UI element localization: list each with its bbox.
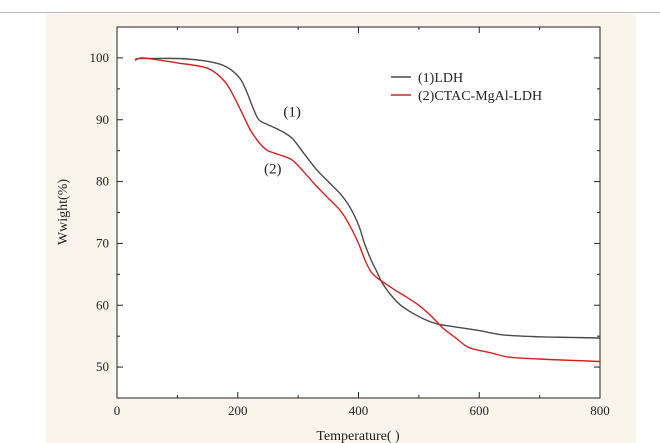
top-divider [0,12,660,13]
plot-area [116,26,601,399]
y-tick-label: 50 [96,359,109,374]
series-layer [134,57,601,363]
legend-label-1: (1)LDH [418,71,463,86]
y-tick-label: 60 [96,297,109,312]
series-line-1 [135,57,601,339]
x-tick-label: 600 [470,403,490,418]
y-tick-label: 70 [96,235,109,250]
y-axis-title: Wwight(%) [56,179,71,245]
legend-label-2: (2)CTAC-MgAl-LDH [418,89,542,104]
legend: (1)LDH (2)CTAC-MgAl-LDH [391,71,542,104]
annotations: (1) (2) [264,105,301,178]
series-line-2 [134,57,601,363]
x-tick-label: 800 [590,403,610,418]
x-axis-title: Temperature( ) [316,429,400,443]
x-tick-label: 400 [349,403,369,418]
axis-ticks: 0 200 400 600 800 50 60 70 80 90 100 [90,27,610,418]
curve-annotation-1: (1) [283,105,301,121]
x-tick-label: 0 [114,403,121,418]
curve-annotation-2: (2) [264,162,282,178]
y-tick-label: 80 [96,174,109,189]
y-tick-label: 90 [96,112,109,127]
y-tick-label: 100 [90,50,110,65]
x-tick-label: 200 [228,403,248,418]
